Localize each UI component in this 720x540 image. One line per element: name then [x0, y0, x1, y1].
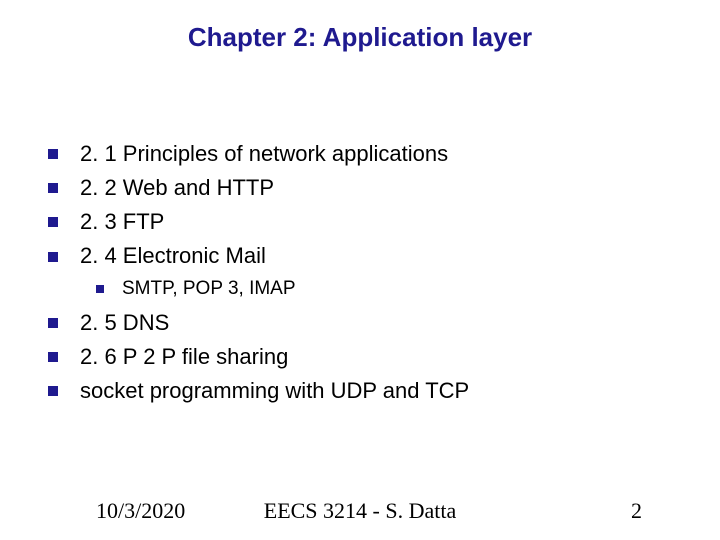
square-bullet-icon [48, 352, 58, 362]
sublist-item: SMTP, POP 3, IMAP [96, 277, 680, 301]
slide-content: 2. 1 Principles of network applications … [48, 140, 680, 411]
list-item: 2. 2 Web and HTTP [48, 174, 680, 202]
square-bullet-icon [96, 285, 104, 293]
footer-course: EECS 3214 - S. Datta [0, 498, 720, 524]
list-item: socket programming with UDP and TCP [48, 377, 680, 405]
square-bullet-icon [48, 217, 58, 227]
square-bullet-icon [48, 318, 58, 328]
footer-page-number: 2 [631, 498, 642, 524]
list-item: 2. 4 Electronic Mail [48, 242, 680, 270]
square-bullet-icon [48, 183, 58, 193]
list-item-text: 2. 6 P 2 P file sharing [80, 343, 288, 371]
list-item-text: 2. 3 FTP [80, 208, 164, 236]
sublist-item-text: SMTP, POP 3, IMAP [122, 277, 296, 301]
list-item-text: 2. 1 Principles of network applications [80, 140, 448, 168]
list-item: 2. 5 DNS [48, 309, 680, 337]
list-item: 2. 3 FTP [48, 208, 680, 236]
list-item-text: 2. 4 Electronic Mail [80, 242, 266, 270]
list-item: 2. 1 Principles of network applications [48, 140, 680, 168]
square-bullet-icon [48, 386, 58, 396]
square-bullet-icon [48, 149, 58, 159]
list-item-text: socket programming with UDP and TCP [80, 377, 469, 405]
slide: Chapter 2: Application layer 2. 1 Princi… [0, 0, 720, 540]
list-item-text: 2. 2 Web and HTTP [80, 174, 274, 202]
square-bullet-icon [48, 252, 58, 262]
slide-title: Chapter 2: Application layer [0, 22, 720, 53]
list-item: 2. 6 P 2 P file sharing [48, 343, 680, 371]
list-item-text: 2. 5 DNS [80, 309, 169, 337]
